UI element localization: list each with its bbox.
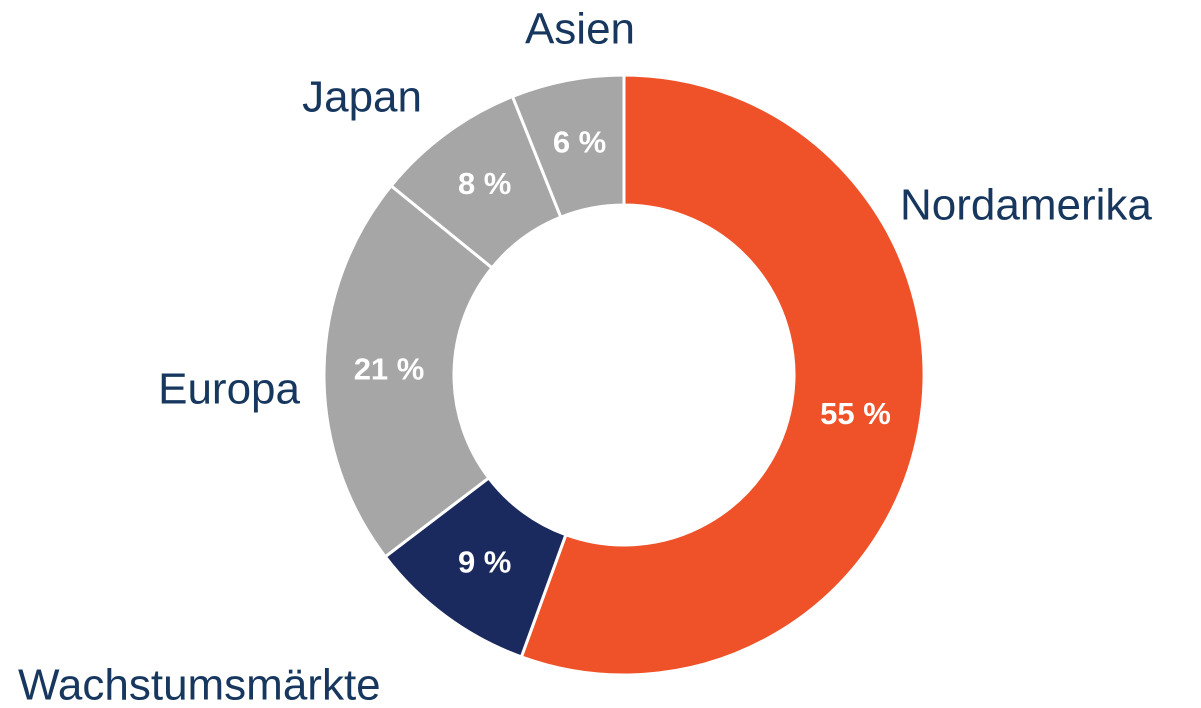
donut-segment <box>322 183 495 559</box>
category-label: Japan <box>302 73 422 122</box>
category-label: Wachstumsmärkte <box>18 661 381 703</box>
value-label: 6 % <box>553 124 606 159</box>
value-label: 21 % <box>354 351 425 386</box>
category-label: Asien <box>525 5 635 54</box>
value-label: 8 % <box>458 166 511 201</box>
donut-segment <box>519 73 926 677</box>
category-label: Europa <box>158 365 300 414</box>
category-label: Nordamerika <box>900 181 1152 230</box>
value-label: 9 % <box>458 544 511 579</box>
value-label: 55 % <box>820 396 891 431</box>
donut-segment <box>510 73 626 220</box>
